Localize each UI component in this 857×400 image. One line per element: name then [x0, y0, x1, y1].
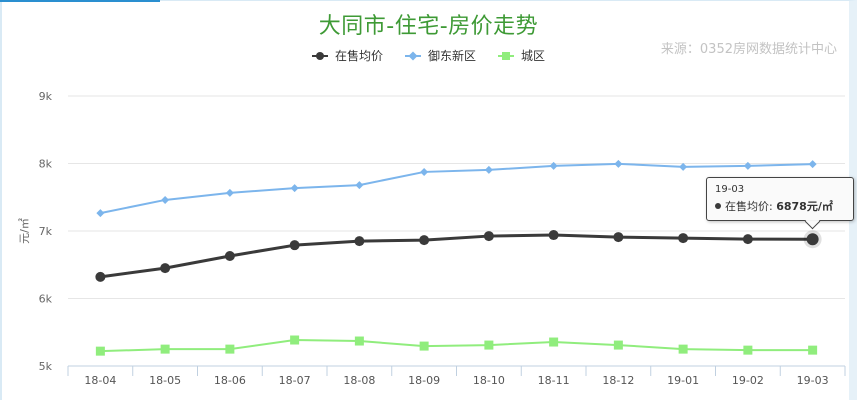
- square-marker-icon: [498, 51, 516, 61]
- x-tick-label: 18-05: [149, 374, 181, 387]
- data-point[interactable]: [290, 335, 300, 345]
- legend-label: 在售均价: [334, 49, 383, 63]
- x-tick-label: 18-06: [214, 374, 246, 387]
- x-tick-label: 18-12: [602, 374, 634, 387]
- data-point[interactable]: [290, 184, 299, 193]
- data-point[interactable]: [549, 161, 558, 170]
- chart-title: 大同市-住宅-房价走势: [318, 14, 539, 39]
- series-line: [100, 233, 813, 279]
- series-line: [100, 339, 813, 353]
- data-point[interactable]: [160, 263, 171, 274]
- active-tab-indicator: [0, 0, 160, 2]
- data-point[interactable]: [419, 235, 430, 246]
- data-point[interactable]: [614, 159, 623, 168]
- data-point[interactable]: [289, 240, 300, 251]
- data-point[interactable]: [95, 346, 105, 356]
- legend-item-chengqu[interactable]: 城区: [498, 47, 545, 64]
- legend-item-avg-price[interactable]: 在售均价: [311, 47, 383, 64]
- diamond-marker-icon: [404, 50, 423, 61]
- x-tick-label: 18-10: [473, 374, 505, 387]
- data-point[interactable]: [354, 336, 364, 346]
- data-point[interactable]: [743, 161, 752, 170]
- circle-marker-icon: [311, 51, 330, 61]
- y-axis-title: 元/㎡: [18, 218, 31, 244]
- data-point[interactable]: [355, 181, 364, 190]
- data-point[interactable]: [224, 250, 235, 261]
- data-point[interactable]: [806, 233, 819, 246]
- data-point[interactable]: [548, 230, 559, 241]
- data-point[interactable]: [484, 340, 494, 350]
- y-tick-label: 9k: [39, 90, 53, 103]
- y-tick-label: 8k: [39, 158, 53, 171]
- tooltip: 19-03 在售均价: 6878元/㎡: [706, 177, 854, 230]
- x-tick-label: 19-02: [732, 374, 764, 387]
- legend: 在售均价 御东新区 城区: [0, 47, 857, 64]
- data-source-label: 来源：0352房网数据统计中心: [660, 42, 837, 57]
- tooltip-date: 19-03: [715, 184, 745, 195]
- legend-label: 御东新区: [427, 49, 476, 63]
- data-point[interactable]: [613, 232, 624, 243]
- x-tick-label: 19-01: [667, 374, 699, 387]
- data-point[interactable]: [808, 345, 818, 355]
- x-tick-label: 18-11: [538, 374, 570, 387]
- data-point[interactable]: [354, 236, 365, 247]
- data-point[interactable]: [742, 234, 753, 245]
- x-tick-label: 18-04: [84, 374, 116, 387]
- data-point[interactable]: [95, 271, 106, 282]
- data-point[interactable]: [613, 340, 623, 350]
- x-tick-label: 19-03: [797, 374, 829, 387]
- data-point[interactable]: [678, 233, 689, 244]
- data-point[interactable]: [743, 345, 753, 355]
- series-dot-icon: [715, 203, 721, 209]
- data-point[interactable]: [420, 167, 429, 176]
- legend-item-yudong[interactable]: 御东新区: [404, 47, 476, 64]
- x-tick-label: 18-07: [279, 374, 311, 387]
- data-point[interactable]: [96, 209, 105, 218]
- y-tick-label: 5k: [39, 360, 53, 373]
- data-point[interactable]: [483, 231, 494, 242]
- data-point[interactable]: [161, 195, 170, 204]
- tooltip-row: 在售均价: 6878元/㎡: [715, 198, 845, 214]
- data-point[interactable]: [225, 188, 234, 197]
- data-point[interactable]: [160, 344, 170, 354]
- data-point[interactable]: [549, 337, 559, 347]
- y-tick-label: 7k: [39, 225, 53, 238]
- tooltip-series: 在售均价: [725, 200, 769, 213]
- tooltip-value: 6878元/㎡: [776, 200, 833, 213]
- x-tick-label: 18-08: [343, 374, 375, 387]
- y-tick-label: 6k: [39, 293, 53, 306]
- data-point[interactable]: [225, 344, 235, 354]
- data-point[interactable]: [678, 344, 688, 354]
- x-tick-label: 18-09: [408, 374, 440, 387]
- data-point[interactable]: [679, 162, 688, 171]
- data-point[interactable]: [808, 160, 817, 169]
- legend-label: 城区: [521, 49, 546, 63]
- data-point[interactable]: [484, 165, 493, 174]
- series-line: [100, 162, 813, 215]
- data-point[interactable]: [419, 341, 429, 351]
